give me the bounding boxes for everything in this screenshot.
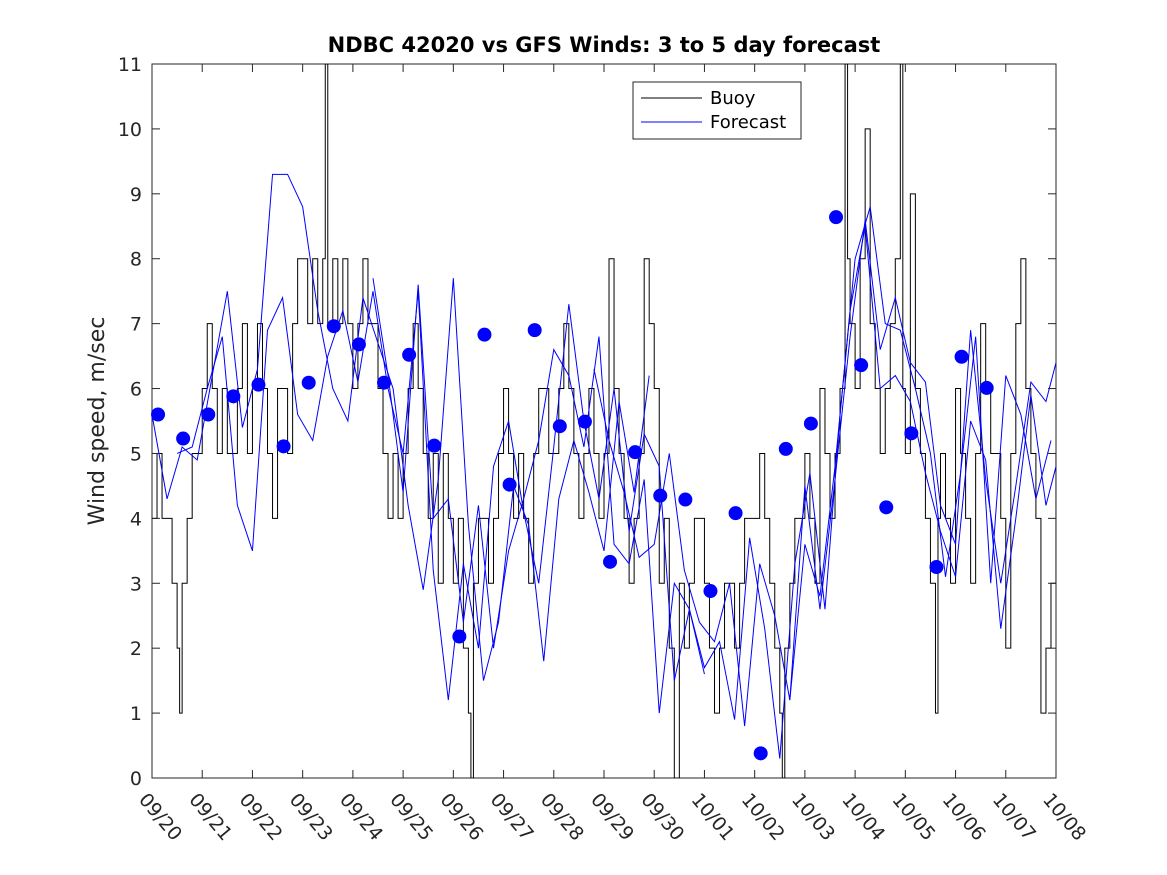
y-tick-label: 7 <box>130 314 142 336</box>
forecast-marker <box>151 407 166 422</box>
y-tick-label: 11 <box>118 54 142 76</box>
plot-area <box>151 63 1057 779</box>
forecast-line <box>372 206 1052 759</box>
forecast-marker <box>728 506 743 521</box>
forecast-marker <box>753 746 768 761</box>
forecast-marker <box>603 554 618 569</box>
forecast-markers <box>151 210 994 761</box>
forecast-marker <box>552 419 567 434</box>
forecast-marker <box>326 319 341 334</box>
forecast-line <box>152 173 650 681</box>
forecast-marker <box>502 477 517 492</box>
legend-box <box>632 81 802 140</box>
forecast-marker <box>803 416 818 431</box>
y-axis: 0 1 2 3 4 5 6 7 8 9 10 11 <box>118 54 1056 790</box>
forecast-marker <box>351 337 366 352</box>
forecast-marker <box>929 560 944 575</box>
forecast-marker <box>301 375 316 390</box>
forecast-marker <box>427 438 442 453</box>
buoy-line <box>152 64 1056 778</box>
forecast-marker <box>276 439 291 454</box>
y-tick-label: 4 <box>130 508 142 530</box>
legend-forecast-label: Forecast <box>710 112 786 133</box>
forecast-marker <box>402 347 417 362</box>
forecast-marker <box>477 327 492 342</box>
forecast-marker <box>452 629 467 644</box>
forecast-marker <box>778 441 793 456</box>
forecast-marker <box>527 323 542 338</box>
y-tick-label: 6 <box>130 379 142 401</box>
forecast-marker <box>854 358 869 373</box>
forecast-marker <box>201 407 216 422</box>
y-tick-label: 8 <box>130 249 142 271</box>
forecast-line <box>176 291 705 701</box>
forecast-line <box>789 226 1056 701</box>
forecast-marker <box>628 445 643 460</box>
y-tick-label: 9 <box>130 184 142 206</box>
forecast-marker <box>653 488 668 503</box>
y-tick-label: 1 <box>130 703 142 725</box>
buoy-series <box>152 64 1056 778</box>
forecast-marker <box>251 377 266 392</box>
legend-buoy-label: Buoy <box>710 88 756 109</box>
forecast-marker <box>377 375 392 390</box>
forecast-marker <box>829 210 844 225</box>
forecast-marker <box>904 426 919 441</box>
forecast-marker <box>678 492 693 507</box>
forecast-marker <box>954 349 969 364</box>
y-tick-label: 2 <box>130 638 142 660</box>
forecast-marker <box>176 431 191 446</box>
forecast-marker <box>703 584 718 599</box>
chart-title: NDBC 42020 vs GFS Winds: 3 to 5 day fore… <box>328 33 881 57</box>
y-tick-label: 3 <box>130 573 142 595</box>
forecast-marker <box>577 414 592 429</box>
y-tick-label: 5 <box>130 443 142 465</box>
y-tick-label: 10 <box>118 119 142 141</box>
forecast-series <box>152 173 1056 759</box>
legend: Buoy Forecast <box>632 81 802 140</box>
forecast-marker <box>979 380 994 395</box>
forecast-marker <box>226 389 241 404</box>
forecast-marker <box>879 500 894 515</box>
y-tick-label: 0 <box>130 768 142 790</box>
y-axis-label: Wind speed, m/sec <box>85 317 110 526</box>
